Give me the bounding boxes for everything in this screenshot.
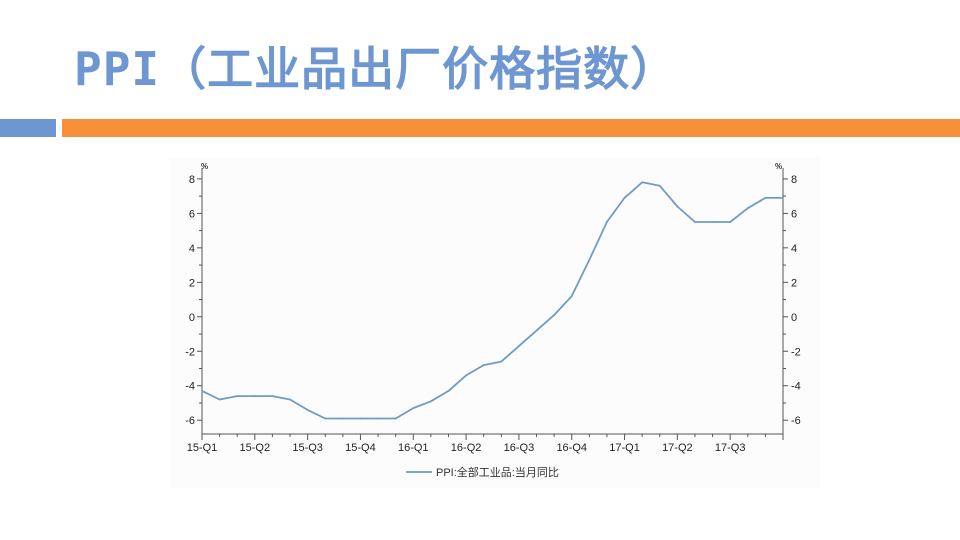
data-point bbox=[306, 408, 309, 411]
y-tick-label-left: -6 bbox=[185, 415, 195, 427]
chart-legend: PPI:全部工业品:当月同比 bbox=[406, 465, 559, 479]
y-tick-label-left: 8 bbox=[189, 174, 195, 186]
data-point bbox=[253, 395, 256, 397]
data-point bbox=[218, 398, 221, 401]
data-point bbox=[518, 345, 520, 347]
data-point bbox=[324, 417, 327, 420]
data-point bbox=[535, 329, 538, 332]
y-unit-label-left: % bbox=[201, 162, 208, 171]
title-accent-bar-blue bbox=[0, 119, 56, 137]
data-point bbox=[289, 398, 291, 401]
data-point bbox=[623, 196, 626, 199]
y-tick-label-left: -4 bbox=[185, 381, 195, 393]
y-tick-label-right: -2 bbox=[791, 346, 801, 358]
slide-title: PPI（工业品出厂价格指数） bbox=[74, 42, 678, 96]
y-tick-label-right: 0 bbox=[791, 312, 797, 324]
data-point bbox=[782, 196, 784, 199]
ppi-line-chart: %% 8 8 6 6 4 4 2 2 0 0 -2 -2 -4 -4 -6 -6 15-Q1 15-Q2 15-Q3 1… bbox=[170, 158, 820, 488]
data-point bbox=[271, 395, 274, 397]
data-point bbox=[394, 417, 397, 420]
x-tick-label: 15-Q4 bbox=[345, 442, 376, 454]
data-point bbox=[359, 417, 362, 420]
data-point bbox=[465, 374, 467, 377]
data-point bbox=[201, 390, 203, 392]
data-point bbox=[694, 221, 696, 223]
chart-axes: % % 8 8 6 6 4 4 2 2 0 0 -2 -2 -4 -4 -6 -6 15-Q1 15-Q2 15-Q3 1… bbox=[185, 162, 801, 454]
y-tick-label-right: 2 bbox=[791, 277, 797, 289]
y-tick-label-right: 6 bbox=[791, 208, 797, 220]
data-point bbox=[588, 259, 591, 261]
x-tick-label: 15-Q1 bbox=[187, 442, 218, 454]
chart-canvas: % % 8 8 6 6 4 4 2 2 0 0 -2 -2 -4 -4 -6 -6 15-Q1 15-Q2 15-Q3 1… bbox=[185, 162, 801, 479]
y-unit-label-right: % bbox=[775, 162, 782, 171]
y-tick-label-left: 2 bbox=[189, 277, 195, 289]
legend-label: PPI:全部工业品:当月同比 bbox=[436, 465, 559, 479]
y-tick-label-right: -6 bbox=[791, 415, 801, 427]
series-line bbox=[201, 181, 783, 420]
title-accent-bar-orange bbox=[62, 119, 960, 137]
data-point bbox=[500, 360, 503, 363]
x-tick-label: 15-Q3 bbox=[292, 442, 323, 454]
data-point bbox=[711, 221, 714, 223]
chart-plot-area bbox=[201, 181, 784, 420]
data-point bbox=[729, 221, 732, 223]
x-tick-label: 17-Q1 bbox=[609, 442, 640, 454]
data-point bbox=[764, 196, 767, 199]
data-point bbox=[658, 184, 661, 187]
y-tick-label-left: 0 bbox=[189, 312, 195, 324]
y-tick-label-left: -2 bbox=[185, 346, 195, 358]
y-tick-label-right: 8 bbox=[791, 174, 797, 186]
data-point bbox=[236, 395, 239, 397]
data-point bbox=[746, 207, 749, 210]
y-tick-label-left: 6 bbox=[189, 208, 195, 220]
data-point bbox=[447, 390, 450, 392]
y-tick-label-right: 4 bbox=[791, 243, 797, 255]
data-point bbox=[429, 400, 432, 403]
x-tick-label: 15-Q2 bbox=[240, 442, 271, 454]
x-tick-label: 16-Q2 bbox=[451, 442, 482, 454]
y-tick-label-right: -4 bbox=[791, 381, 801, 393]
data-point bbox=[341, 417, 344, 420]
data-point bbox=[641, 181, 644, 184]
data-point bbox=[412, 407, 415, 410]
x-tick-label: 17-Q3 bbox=[715, 442, 746, 454]
x-tick-label: 16-Q3 bbox=[504, 442, 535, 454]
y-tick-label-left: 4 bbox=[189, 243, 195, 255]
x-tick-label: 16-Q4 bbox=[556, 442, 587, 454]
x-tick-label: 16-Q1 bbox=[398, 442, 429, 454]
data-point bbox=[553, 314, 556, 316]
data-point bbox=[606, 221, 608, 223]
x-tick-label: 17-Q2 bbox=[662, 442, 693, 454]
data-point bbox=[676, 205, 679, 208]
data-point bbox=[377, 417, 379, 420]
data-point bbox=[482, 364, 485, 366]
data-point bbox=[570, 295, 573, 298]
